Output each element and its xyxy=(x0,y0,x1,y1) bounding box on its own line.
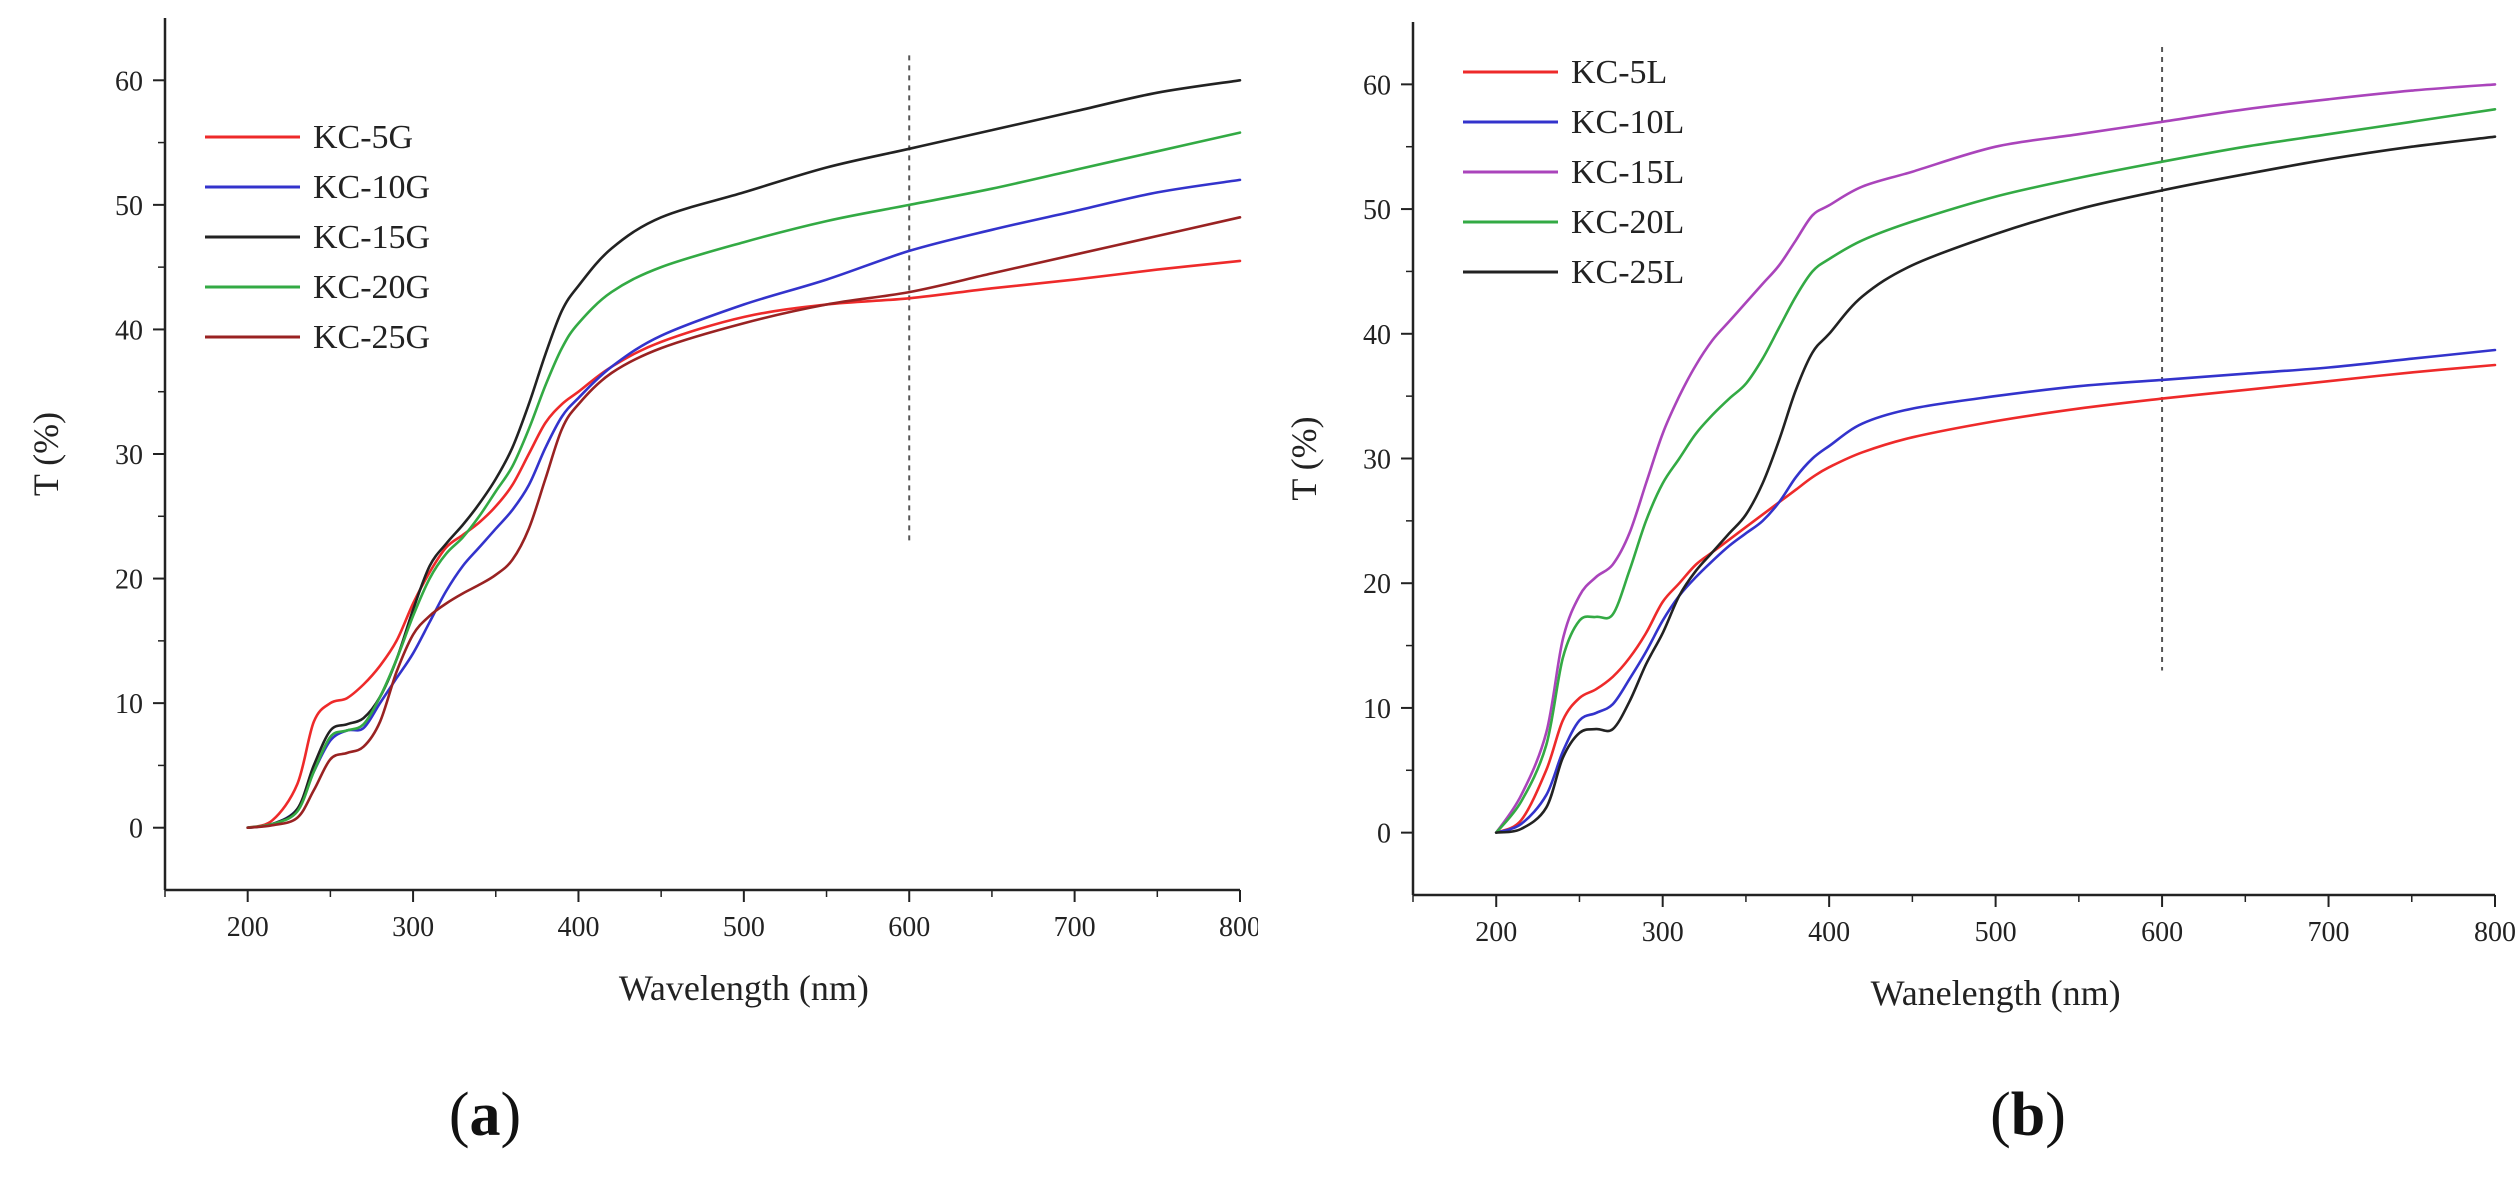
x-tick-label: 200 xyxy=(227,912,269,943)
y-axis-title: T (%) xyxy=(26,412,66,496)
series-line-kc-5g xyxy=(246,259,1242,829)
series-line-kc-5l xyxy=(1494,363,2497,834)
chart-a: 200 300 400 500 600 700 800 0 10 20 30 40 50 60 Wavele… xyxy=(26,18,1258,1008)
series-line-kc-10l xyxy=(1494,348,2497,834)
y-tick-label: 50 xyxy=(115,191,143,222)
series-line-kc-15l xyxy=(1494,83,2497,834)
x-tick-label: 600 xyxy=(888,912,930,943)
x-tick-label: 500 xyxy=(1975,917,2017,948)
legend-label-kc-20g: KC-20G xyxy=(313,269,430,306)
y-tick-label: 50 xyxy=(1363,195,1391,226)
x-tick-label: 300 xyxy=(392,912,434,943)
legend-label-kc-10l: KC-10L xyxy=(1571,104,1684,141)
x-tick-label: 600 xyxy=(2141,917,2183,948)
y-tick-label: 30 xyxy=(1363,445,1391,476)
y-tick-label: 0 xyxy=(129,814,143,845)
y-tick-label: 10 xyxy=(1363,694,1391,725)
panel-label-a: (a) xyxy=(448,1081,522,1149)
panel-letter-a: a xyxy=(469,1081,501,1149)
series-line-kc-25g xyxy=(246,216,1242,829)
x-axis-title: Wavelength (nm) xyxy=(619,968,869,1008)
legend-label-kc-10g: KC-10G xyxy=(313,169,430,206)
y-tick-label: 0 xyxy=(1377,819,1391,850)
series-line-kc-20g xyxy=(246,131,1242,829)
x-tick-label: 800 xyxy=(1219,912,1258,943)
series-line-kc-20l xyxy=(1494,108,2497,834)
legend-label-kc-25g: KC-25G xyxy=(313,319,430,356)
panel-label-b: (b) xyxy=(1990,1081,2066,1149)
legend-label-kc-5l: KC-5L xyxy=(1571,54,1667,91)
x-tick-label: 800 xyxy=(2474,917,2516,948)
y-tick-label: 60 xyxy=(115,66,143,97)
legend-label-kc-15l: KC-15L xyxy=(1571,154,1684,191)
chart-b: 200 300 400 500 600 700 800 0 10 20 30 40 50 60 Wanele… xyxy=(1284,22,2516,1013)
y-tick-label: 20 xyxy=(1363,569,1391,600)
y-tick-label: 60 xyxy=(1363,70,1391,101)
legend-label-kc-25l: KC-25L xyxy=(1571,254,1684,291)
series-line-kc-15g xyxy=(246,79,1242,829)
x-tick-label: 300 xyxy=(1642,917,1684,948)
x-tick-label: 400 xyxy=(557,912,599,943)
y-tick-label: 20 xyxy=(115,565,143,596)
series-line-kc-25l xyxy=(1494,135,2497,834)
y-tick-label: 30 xyxy=(115,440,143,471)
x-tick-label: 500 xyxy=(723,912,765,943)
x-tick-label: 700 xyxy=(2308,917,2350,948)
legend-label-kc-15g: KC-15G xyxy=(313,219,430,256)
x-tick-label: 700 xyxy=(1054,912,1096,943)
y-axis-title: T (%) xyxy=(1284,416,1324,500)
legend-label-kc-20l: KC-20L xyxy=(1571,204,1684,241)
x-tick-label: 400 xyxy=(1808,917,1850,948)
x-tick-label: 200 xyxy=(1475,917,1517,948)
legend-label-kc-5g: KC-5G xyxy=(313,119,413,156)
y-tick-label: 40 xyxy=(115,315,143,346)
y-tick-label: 40 xyxy=(1363,320,1391,351)
y-tick-label: 10 xyxy=(115,689,143,720)
x-axis-title: Wanelength (nm) xyxy=(1871,973,2121,1013)
panel-letter-b: b xyxy=(2010,1081,2046,1149)
